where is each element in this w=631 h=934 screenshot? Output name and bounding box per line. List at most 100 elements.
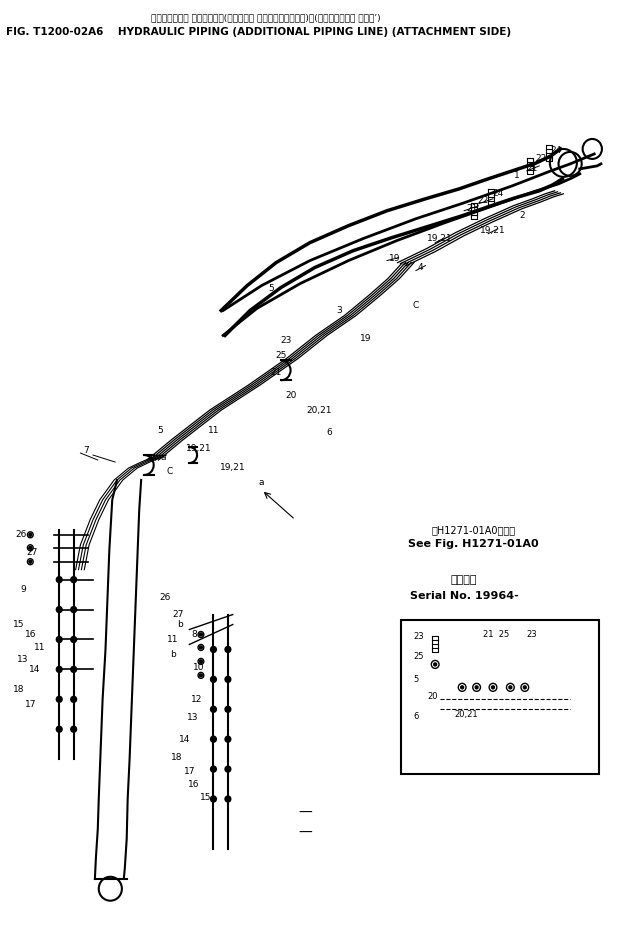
Text: 21  25: 21 25 (483, 630, 510, 640)
Circle shape (225, 676, 231, 683)
Text: 20: 20 (427, 692, 438, 701)
Circle shape (211, 706, 216, 713)
Circle shape (225, 796, 231, 802)
Text: 21: 21 (526, 164, 537, 174)
Circle shape (211, 766, 216, 772)
Circle shape (56, 606, 62, 613)
Text: 8: 8 (191, 630, 197, 639)
Circle shape (71, 636, 76, 643)
Text: 14: 14 (30, 665, 41, 674)
Text: C: C (167, 468, 173, 476)
Text: a: a (160, 453, 166, 461)
Circle shape (199, 674, 203, 677)
Text: 13: 13 (17, 655, 28, 664)
Text: 19,21: 19,21 (220, 463, 245, 473)
Text: 19,21: 19,21 (480, 226, 506, 235)
Text: 27: 27 (172, 610, 184, 619)
Text: 17: 17 (184, 767, 195, 775)
Text: —: — (298, 826, 312, 840)
Circle shape (56, 666, 62, 672)
Text: 適用号機: 適用号機 (451, 574, 477, 585)
Circle shape (71, 576, 76, 583)
Text: 15: 15 (13, 620, 25, 629)
Circle shape (56, 576, 62, 583)
Circle shape (211, 796, 216, 802)
Text: 21: 21 (466, 205, 478, 213)
Text: C: C (413, 301, 419, 310)
Circle shape (211, 736, 216, 743)
Circle shape (56, 636, 62, 643)
Text: —: — (298, 806, 312, 820)
Circle shape (211, 646, 216, 653)
Text: b: b (177, 620, 182, 629)
Text: 13: 13 (187, 713, 198, 722)
Text: 19: 19 (389, 254, 401, 263)
Text: 24: 24 (550, 147, 562, 155)
Text: b: b (170, 650, 176, 659)
Bar (401, 619, 599, 774)
Text: 22: 22 (478, 196, 489, 205)
Text: 7: 7 (83, 446, 89, 455)
Circle shape (71, 606, 76, 613)
Circle shape (475, 686, 478, 689)
Circle shape (71, 727, 76, 732)
Circle shape (71, 666, 76, 672)
Text: See Fig. H1271-01A0: See Fig. H1271-01A0 (408, 539, 539, 549)
Text: 6: 6 (326, 428, 332, 436)
Circle shape (461, 686, 464, 689)
Text: 19,21: 19,21 (186, 444, 212, 453)
Text: 21: 21 (271, 368, 282, 376)
Text: 17: 17 (25, 700, 36, 709)
Text: 16: 16 (25, 630, 36, 639)
Text: 1: 1 (514, 171, 520, 180)
Text: 24: 24 (492, 190, 504, 198)
Circle shape (71, 697, 76, 702)
Text: 5: 5 (413, 675, 418, 685)
Circle shape (523, 686, 526, 689)
Circle shape (29, 560, 32, 563)
Text: 15: 15 (200, 793, 211, 801)
Text: ハイドロリック パイピング　(アクセサリ パイピング　ライン)　(アタッチメント サイド’): ハイドロリック パイピング (アクセサリ パイピング ライン) (アタッチメント… (151, 13, 380, 22)
Circle shape (492, 686, 495, 689)
Text: 4: 4 (418, 263, 423, 272)
Text: 常H1271-01A0図参照: 常H1271-01A0図参照 (432, 525, 516, 535)
Text: 20: 20 (285, 390, 297, 400)
Circle shape (509, 686, 512, 689)
Text: 20,21: 20,21 (307, 405, 333, 415)
Circle shape (211, 676, 216, 683)
Text: 26: 26 (160, 593, 171, 602)
Text: 18: 18 (13, 685, 25, 694)
Text: 18: 18 (171, 753, 182, 761)
Text: 27: 27 (27, 548, 38, 558)
Circle shape (225, 736, 231, 743)
Circle shape (199, 646, 203, 649)
Text: 26: 26 (15, 531, 27, 539)
Circle shape (199, 660, 203, 663)
Text: 25: 25 (413, 653, 423, 661)
Text: FIG. T1200-02A6    HYDRAULIC PIPING (ADDITIONAL PIPING LINE) (ATTACHMENT SIDE): FIG. T1200-02A6 HYDRAULIC PIPING (ADDITI… (6, 27, 511, 37)
Text: 23: 23 (527, 630, 538, 640)
Circle shape (225, 706, 231, 713)
Text: 19,21: 19,21 (427, 234, 453, 243)
Text: 3: 3 (336, 306, 341, 315)
Text: Serial No. 19964-: Serial No. 19964- (410, 590, 519, 601)
Text: 16: 16 (189, 780, 200, 788)
Circle shape (225, 646, 231, 653)
Text: 2: 2 (519, 211, 525, 220)
Text: 22: 22 (536, 154, 547, 163)
Text: 23: 23 (280, 336, 292, 345)
Text: a: a (259, 478, 264, 488)
Text: 5: 5 (268, 284, 274, 293)
Text: 11: 11 (167, 635, 179, 644)
Text: 19: 19 (360, 333, 372, 343)
Text: 10: 10 (193, 663, 204, 672)
Text: 11: 11 (208, 426, 219, 434)
Text: 20,21: 20,21 (454, 710, 478, 719)
Circle shape (29, 546, 32, 549)
Text: 9: 9 (21, 585, 27, 594)
Circle shape (433, 663, 437, 666)
Text: 23: 23 (413, 632, 423, 642)
Text: 5: 5 (158, 426, 163, 434)
Circle shape (56, 727, 62, 732)
Text: 14: 14 (179, 735, 190, 743)
